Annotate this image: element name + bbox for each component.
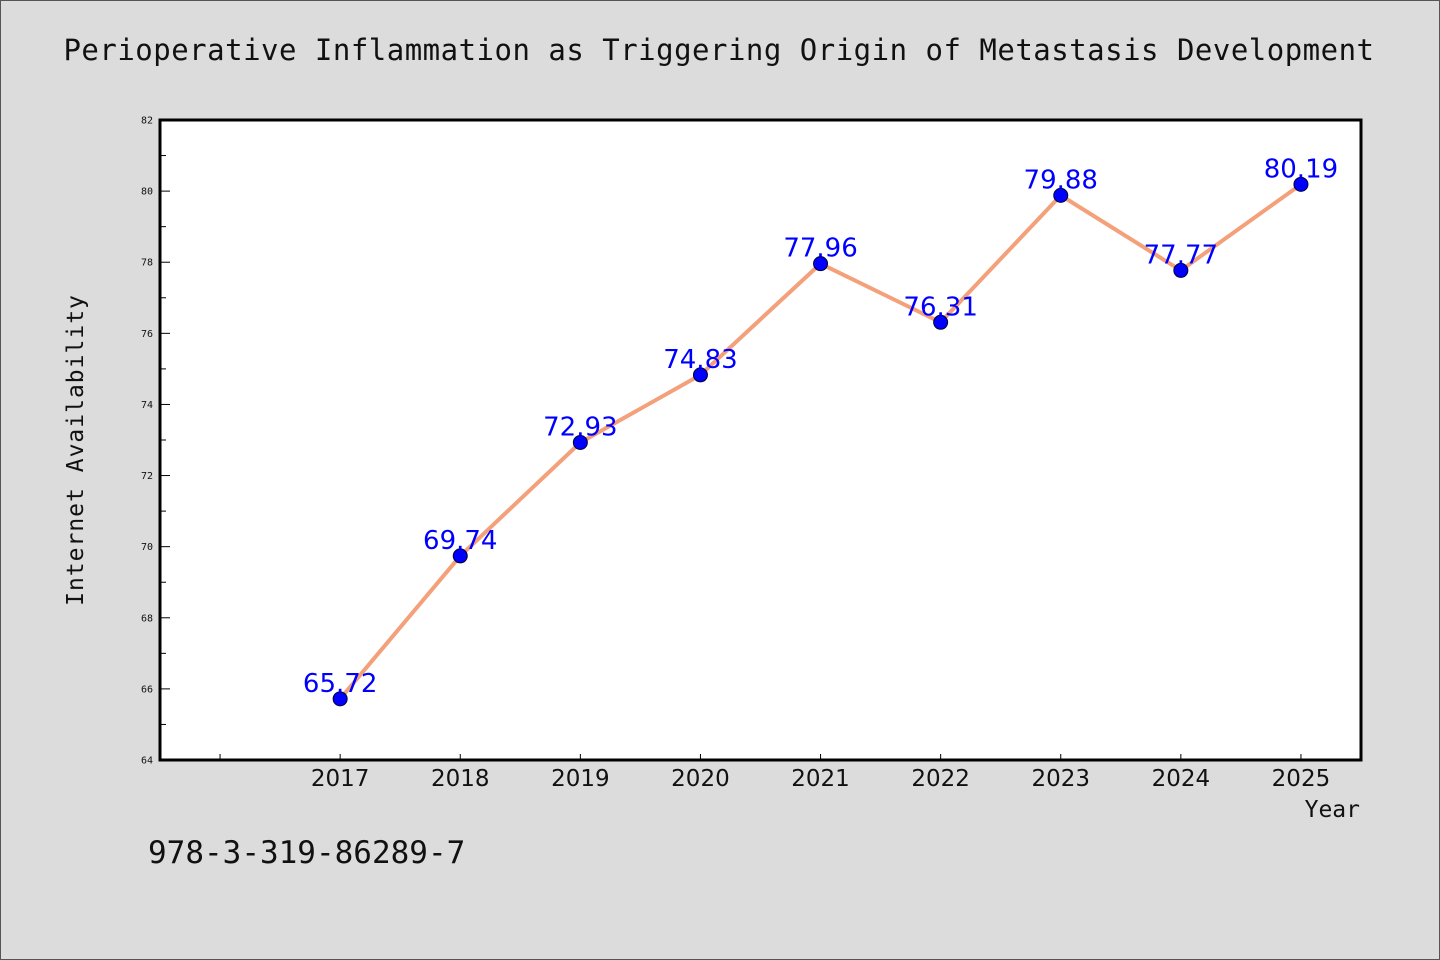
- data-label: 65.72: [303, 669, 377, 699]
- data-point: [572, 434, 588, 450]
- y-tick-label: 74: [141, 400, 153, 411]
- plot-area: [160, 120, 1361, 760]
- isbn-text: 978-3-319-86289-7: [148, 835, 466, 871]
- data-label: 77.77: [1144, 240, 1218, 270]
- chart-title: Perioperative Inflammation as Triggering…: [63, 33, 1375, 67]
- y-tick-label: 82: [141, 116, 153, 127]
- data-label: 72.93: [543, 412, 617, 442]
- data-label: 79.88: [1024, 165, 1098, 195]
- x-tick-label: 2023: [1031, 766, 1090, 792]
- plot-border: [158, 118, 1363, 762]
- data-point: [1173, 262, 1189, 278]
- y-tick-label: 70: [141, 542, 153, 553]
- data-point: [692, 367, 708, 383]
- data-point: [1293, 176, 1309, 192]
- x-tick-label: 2024: [1152, 766, 1211, 792]
- data-point: [332, 691, 348, 707]
- data-point: [933, 314, 949, 330]
- x-tick-label: 2017: [311, 766, 370, 792]
- x-tick-label: 2019: [551, 766, 610, 792]
- y-tick-label: 76: [141, 329, 153, 340]
- data-point: [1053, 187, 1069, 203]
- x-tick-label: 2021: [791, 766, 850, 792]
- y-tick-label: 80: [141, 187, 153, 198]
- data-point: [452, 548, 468, 564]
- y-tick-label: 68: [141, 613, 153, 624]
- x-tick-label: 2025: [1272, 766, 1331, 792]
- x-tick-label: 2020: [671, 766, 730, 792]
- y-tick-label: 64: [141, 756, 153, 767]
- data-label: 77.96: [783, 234, 857, 264]
- data-label: 69.74: [423, 526, 497, 556]
- data-label: 80.19: [1264, 154, 1338, 184]
- data-point: [813, 256, 829, 272]
- y-tick-label: 66: [141, 684, 153, 695]
- x-tick-label: 2018: [431, 766, 490, 792]
- data-label: 74.83: [663, 345, 737, 375]
- y-axis-label: Internet Availability: [63, 294, 89, 606]
- x-tick-label: 2022: [911, 766, 970, 792]
- y-tick-label: 72: [141, 471, 153, 482]
- y-tick-label: 78: [141, 258, 153, 269]
- data-label: 76.31: [903, 292, 977, 322]
- x-axis-label: Year: [1304, 797, 1360, 823]
